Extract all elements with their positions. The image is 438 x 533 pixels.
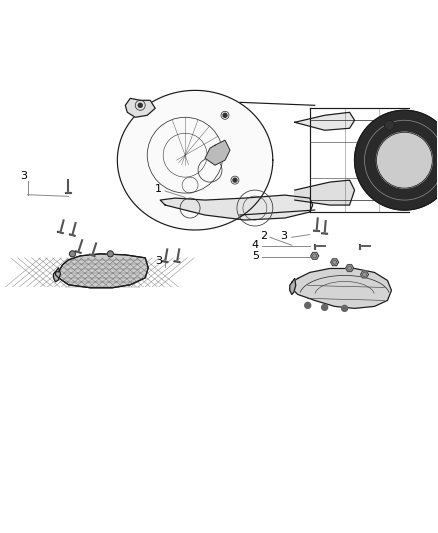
Polygon shape	[295, 112, 355, 130]
Polygon shape	[125, 99, 155, 117]
Polygon shape	[69, 234, 75, 236]
Circle shape	[233, 178, 237, 182]
Text: 3: 3	[280, 231, 287, 241]
Circle shape	[305, 302, 311, 309]
Polygon shape	[56, 254, 148, 288]
Polygon shape	[346, 265, 353, 271]
Circle shape	[342, 305, 348, 311]
Polygon shape	[292, 269, 392, 309]
Text: 5: 5	[252, 251, 259, 261]
Polygon shape	[75, 251, 81, 254]
Polygon shape	[160, 195, 313, 220]
Polygon shape	[174, 261, 180, 263]
Polygon shape	[311, 253, 319, 260]
Polygon shape	[89, 254, 95, 257]
Circle shape	[107, 251, 113, 257]
Circle shape	[70, 251, 75, 257]
Polygon shape	[53, 268, 60, 282]
Text: 3: 3	[21, 171, 28, 181]
Polygon shape	[57, 231, 64, 233]
Polygon shape	[331, 259, 339, 266]
Text: 2: 2	[260, 231, 267, 241]
Polygon shape	[295, 180, 355, 205]
Polygon shape	[290, 278, 296, 294]
Text: 4: 4	[252, 240, 259, 250]
Polygon shape	[117, 91, 273, 230]
Polygon shape	[66, 192, 71, 193]
Circle shape	[385, 120, 395, 130]
Text: 3: 3	[155, 256, 162, 266]
Polygon shape	[360, 271, 368, 278]
Polygon shape	[355, 110, 438, 210]
Polygon shape	[205, 140, 230, 165]
Polygon shape	[162, 261, 168, 263]
Circle shape	[223, 114, 227, 117]
Polygon shape	[321, 233, 328, 235]
Circle shape	[138, 103, 142, 107]
Circle shape	[321, 304, 328, 310]
Text: 1: 1	[155, 184, 162, 195]
Polygon shape	[359, 244, 360, 249]
Circle shape	[377, 132, 432, 188]
Polygon shape	[314, 230, 320, 232]
